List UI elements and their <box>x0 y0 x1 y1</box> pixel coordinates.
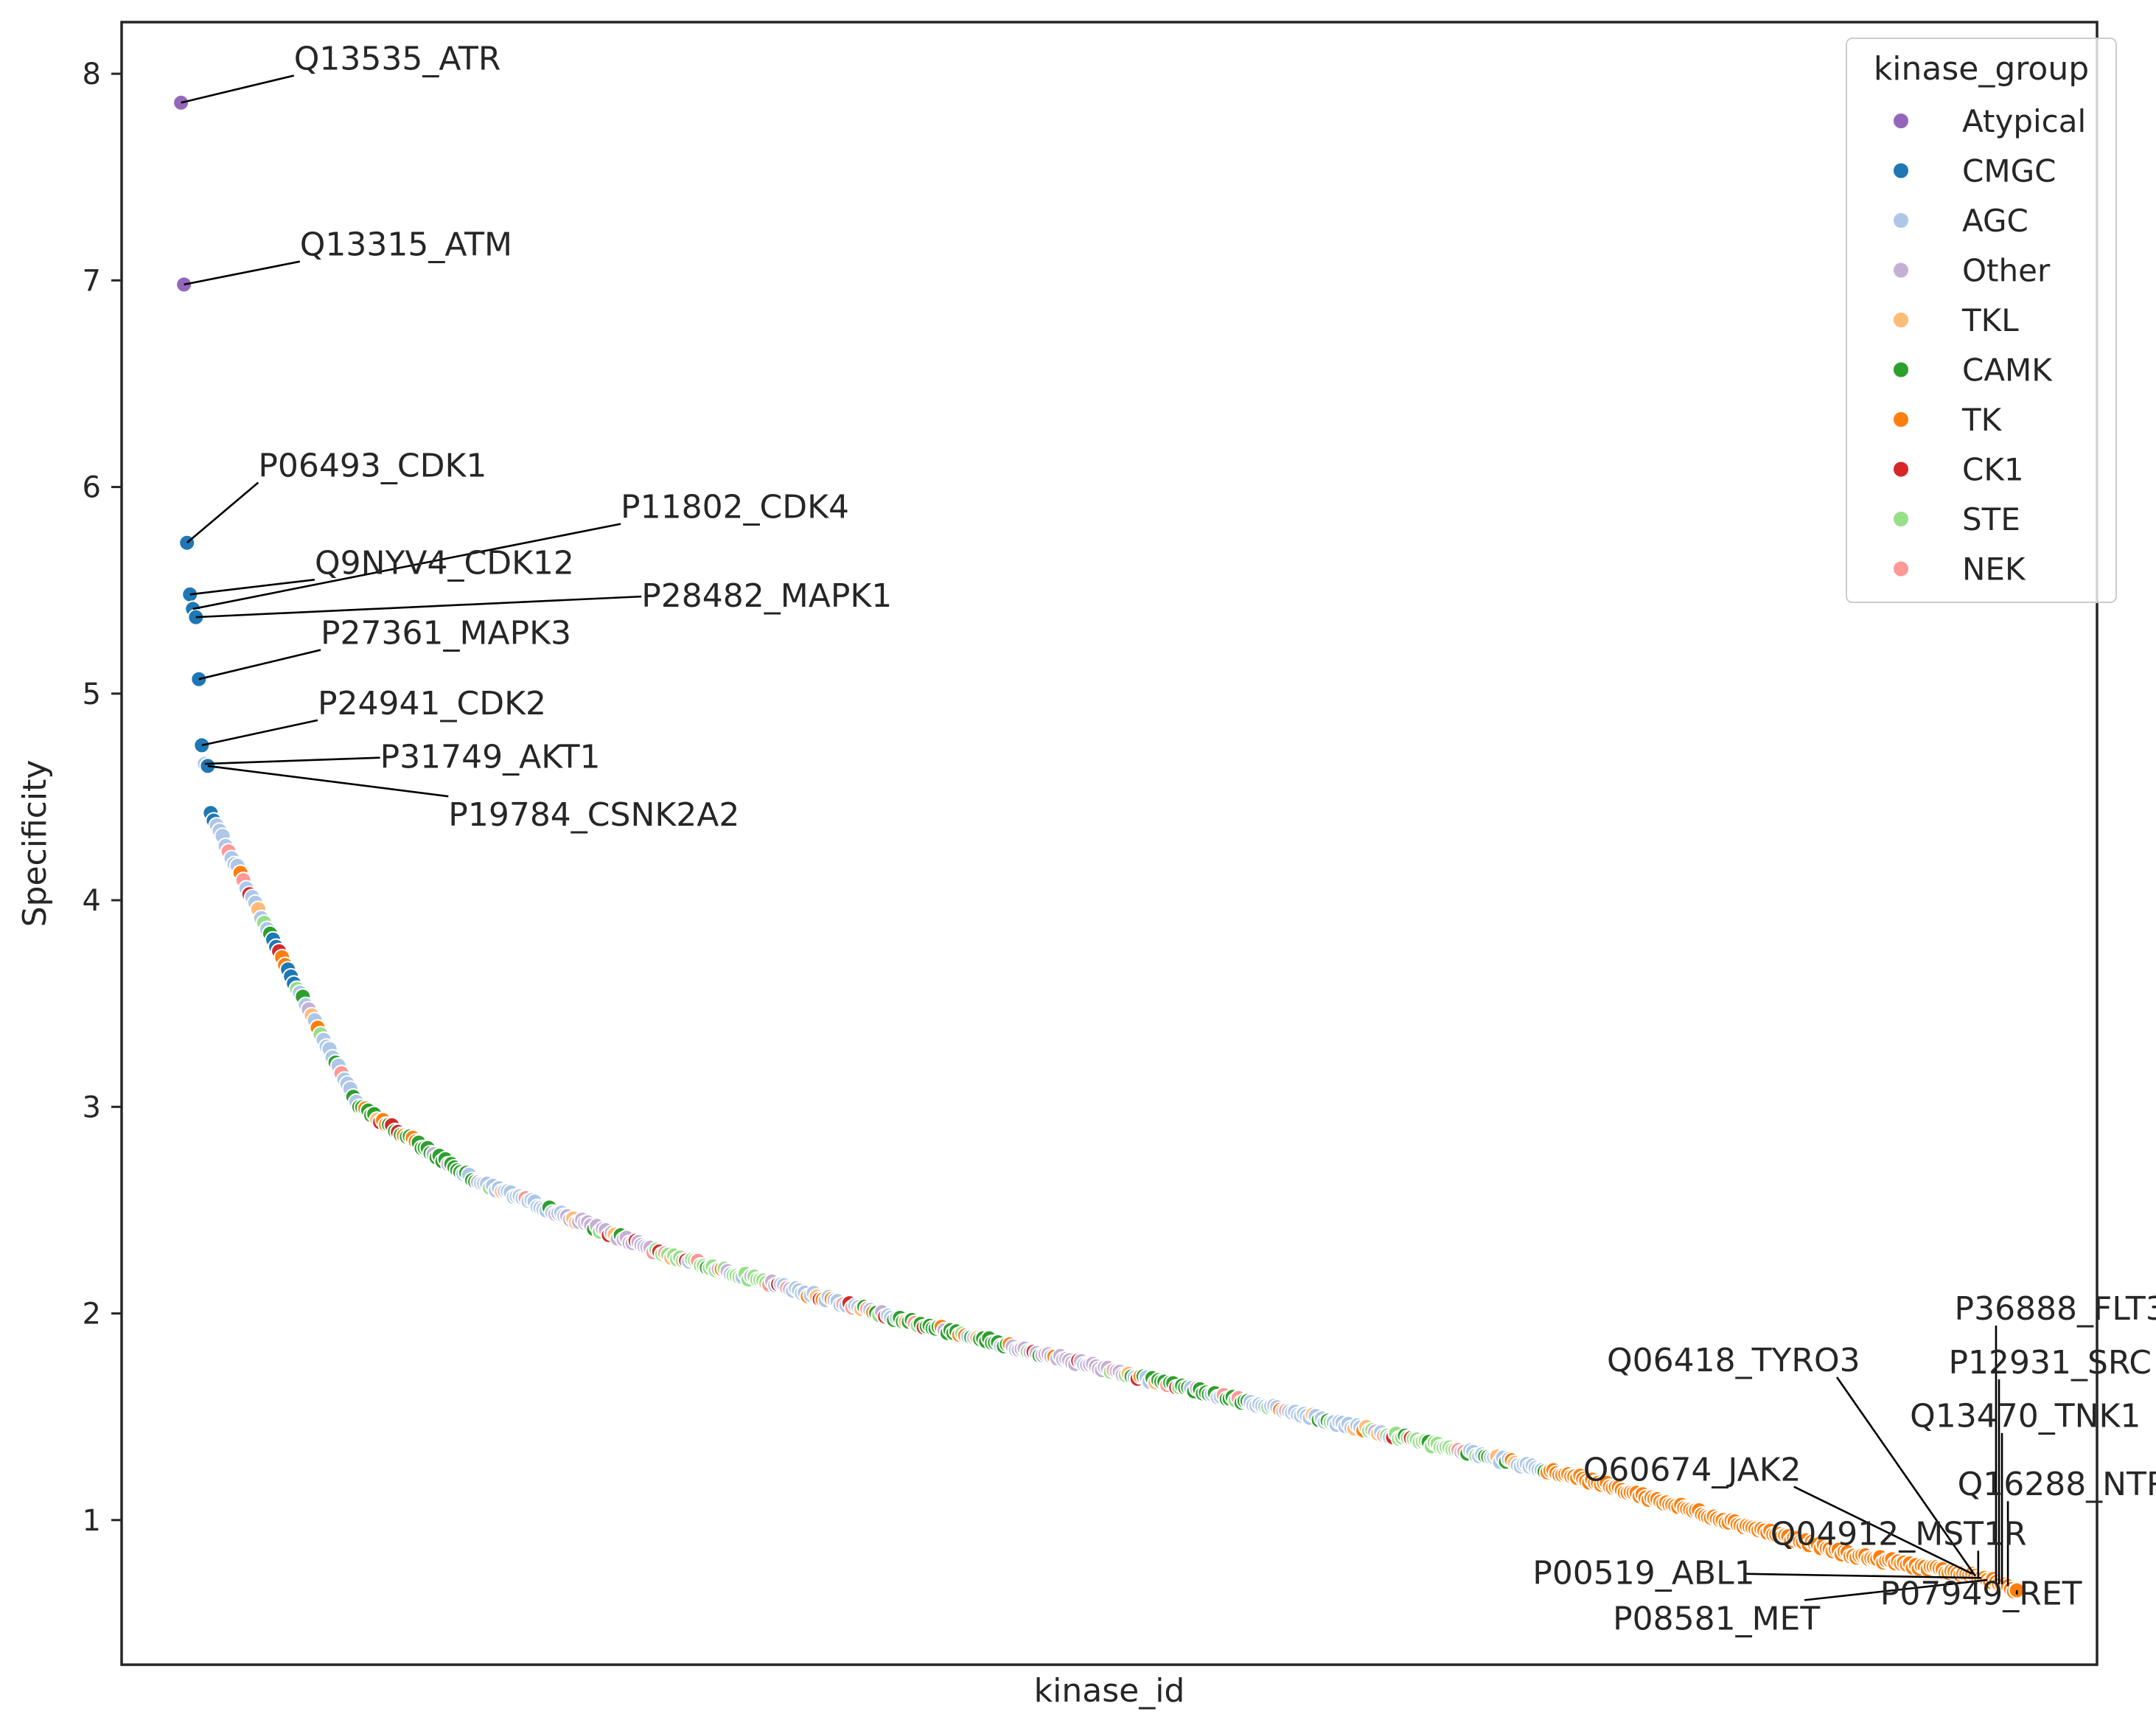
legend-items: Atypical CMGC AGC Other TKL CAMK TK CK1 STE NEK <box>1892 103 2086 588</box>
annotation-label: P08581_MET <box>1613 1600 1820 1637</box>
y-tick-label: 2 <box>83 1298 101 1331</box>
plot-frame <box>120 21 2099 1666</box>
annotation-label: P00519_ABL1 <box>1532 1555 1754 1592</box>
y-tick-label: 6 <box>83 471 101 505</box>
data-point-Q13315_ATM <box>175 276 193 293</box>
annotation-label: P07949_RET <box>1880 1575 2082 1613</box>
annotation-label: Q04912_MST1R <box>1770 1515 2027 1553</box>
y-tick-label: 4 <box>83 884 101 918</box>
annotation-label: P28482_MAPK1 <box>641 577 892 615</box>
annotation-connector <box>1743 1573 1981 1579</box>
y-axis-label: Specificity <box>16 760 54 927</box>
legend-marker <box>1892 261 1910 279</box>
legend-marker <box>1892 212 1910 229</box>
legend-title: kinase_group <box>1874 50 2089 88</box>
annotation-connector <box>1793 1486 1973 1575</box>
annotation-label: P12931_SRC <box>1948 1344 2152 1382</box>
annotation-connector <box>201 719 318 747</box>
annotation-label: Q13470_TNK1 <box>1910 1398 2141 1435</box>
annotation-connector <box>1804 1578 1988 1601</box>
legend-marker <box>1892 112 1910 130</box>
legend-entry: TK <box>1961 402 2003 438</box>
data-point-Q13535_ATR <box>172 94 190 111</box>
annotation-labels: Q13535_ATR Q13315_ATM P06493_CDK1 P11802_CD… <box>258 40 2156 1637</box>
annotation-label: P31749_AKT1 <box>380 739 601 776</box>
y-tick-label: 7 <box>83 264 101 298</box>
y-tick-label: 1 <box>83 1504 101 1538</box>
legend-entry: STE <box>1962 501 2020 537</box>
legend-marker <box>1892 311 1910 329</box>
legend-entry: Other <box>1962 253 2051 289</box>
legend-entry: Atypical <box>1962 103 2086 139</box>
legend-entry: CK1 <box>1962 452 2024 488</box>
legend-entry: CAMK <box>1962 352 2053 389</box>
legend-entry: TKL <box>1961 302 2019 338</box>
data-point-P07949_RET <box>2008 1581 2026 1599</box>
annotation-lines <box>181 74 2018 1601</box>
legend-marker <box>1892 411 1910 428</box>
legend-frame <box>1846 38 2117 603</box>
annotation-connector <box>207 765 449 798</box>
annotation-label: P27361_MAPK3 <box>321 615 571 652</box>
x-axis-label: kinase_id <box>1034 1672 1185 1710</box>
legend-marker <box>1892 161 1910 180</box>
annotation-label: Q13535_ATR <box>294 40 501 77</box>
y-tick-label: 8 <box>83 58 101 91</box>
annotation-label: Q06418_TYRO3 <box>1607 1342 1860 1379</box>
axes: 1 2 3 4 5 6 7 8 <box>83 21 2099 1666</box>
annotation-label: Q9NYV4_CDK12 <box>315 544 574 582</box>
data-point-P24941_CDK2 <box>193 737 211 754</box>
annotation-label: P06493_CDK1 <box>258 448 486 485</box>
legend-entry: AGC <box>1962 203 2028 239</box>
legend-marker <box>1892 361 1910 379</box>
annotation-connector <box>184 260 301 286</box>
annotation-connector <box>186 481 259 544</box>
legend-entry: NEK <box>1962 551 2026 588</box>
annotation-connector <box>192 523 621 610</box>
y-tick-label: 5 <box>83 678 101 711</box>
points-layer <box>172 94 2026 1601</box>
annotation-connector <box>181 74 295 104</box>
legend: kinase_group Atypical CMGC AGC Other TKL CAMK… <box>1846 38 2117 603</box>
y-tick-label: 3 <box>83 1090 101 1124</box>
legend-marker <box>1892 510 1910 528</box>
annotation-connector <box>189 578 315 596</box>
annotation-connector <box>204 756 380 765</box>
annotation-label: Q13315_ATM <box>300 226 512 264</box>
annotation-label: P24941_CDK2 <box>318 685 546 722</box>
legend-entry: CMGC <box>1962 153 2056 189</box>
legend-marker <box>1892 560 1910 578</box>
legend-marker <box>1892 460 1910 478</box>
annotation-label: P36888_FLT3 <box>1955 1290 2156 1328</box>
annotation-connector <box>198 649 321 680</box>
annotation-label: Q16288_NTRK3 <box>1958 1466 2156 1503</box>
annotation-connector <box>195 595 642 619</box>
annotation-label: P19784_CSNK2A2 <box>448 796 739 834</box>
annotation-label: P11802_CDK4 <box>621 489 849 526</box>
annotation-label: O60674_JAK2 <box>1583 1452 1801 1489</box>
annotation-connector <box>1835 1376 1976 1577</box>
